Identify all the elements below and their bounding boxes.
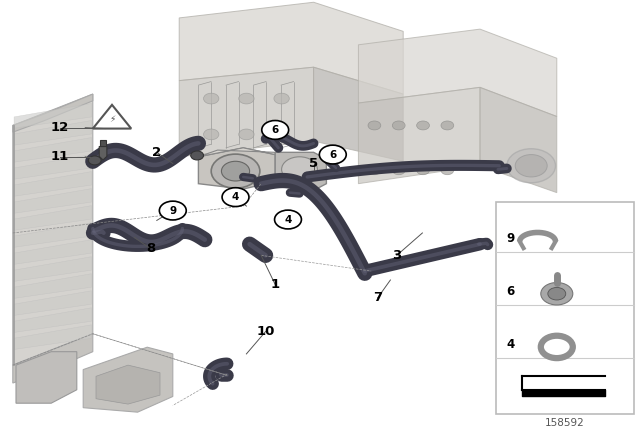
Text: 8: 8	[146, 242, 155, 255]
Circle shape	[368, 121, 381, 130]
Polygon shape	[480, 87, 557, 193]
Circle shape	[222, 188, 249, 207]
Polygon shape	[358, 29, 557, 116]
Circle shape	[368, 166, 381, 175]
Text: 12: 12	[51, 121, 68, 134]
Polygon shape	[13, 94, 93, 132]
Circle shape	[204, 93, 219, 104]
Circle shape	[274, 129, 289, 140]
Circle shape	[239, 93, 254, 104]
Circle shape	[441, 121, 454, 130]
Circle shape	[392, 121, 405, 130]
Circle shape	[515, 155, 547, 177]
Circle shape	[274, 93, 289, 104]
Text: 6: 6	[271, 125, 279, 135]
Polygon shape	[100, 140, 106, 146]
Polygon shape	[198, 148, 275, 189]
Polygon shape	[93, 105, 131, 129]
Circle shape	[541, 283, 573, 305]
Circle shape	[221, 161, 250, 181]
Text: 10: 10	[257, 325, 275, 338]
Polygon shape	[14, 138, 92, 162]
Text: 9: 9	[169, 206, 177, 215]
Polygon shape	[13, 125, 14, 365]
Text: 4: 4	[284, 215, 292, 224]
Text: 3: 3	[392, 249, 401, 262]
Circle shape	[211, 154, 260, 188]
Polygon shape	[13, 94, 93, 365]
Polygon shape	[14, 308, 92, 332]
Polygon shape	[16, 352, 77, 403]
Text: 6: 6	[329, 150, 337, 159]
Text: 7: 7	[373, 291, 382, 305]
Text: 1: 1	[271, 278, 280, 291]
Polygon shape	[314, 67, 403, 161]
Circle shape	[191, 151, 204, 160]
Polygon shape	[198, 148, 275, 157]
Circle shape	[204, 129, 219, 140]
Circle shape	[159, 201, 186, 220]
Circle shape	[507, 149, 556, 183]
Circle shape	[417, 121, 429, 130]
Circle shape	[275, 210, 301, 229]
Polygon shape	[14, 274, 92, 298]
Text: 6: 6	[506, 285, 515, 298]
Polygon shape	[96, 365, 160, 404]
Circle shape	[441, 166, 454, 175]
Polygon shape	[14, 240, 92, 264]
Circle shape	[239, 129, 254, 140]
Text: 158592: 158592	[545, 418, 585, 428]
Polygon shape	[14, 223, 92, 247]
Polygon shape	[14, 189, 92, 213]
Text: 4: 4	[232, 192, 239, 202]
Circle shape	[88, 156, 101, 165]
Polygon shape	[179, 2, 403, 94]
Circle shape	[282, 157, 317, 182]
Text: 5: 5	[309, 157, 318, 170]
Polygon shape	[83, 347, 173, 412]
Text: ⚡: ⚡	[109, 115, 115, 124]
Polygon shape	[14, 325, 92, 349]
Polygon shape	[14, 257, 92, 281]
Circle shape	[262, 121, 289, 139]
Circle shape	[417, 166, 429, 175]
Polygon shape	[14, 206, 92, 230]
Polygon shape	[14, 172, 92, 196]
Polygon shape	[13, 334, 93, 383]
Circle shape	[548, 288, 566, 300]
Polygon shape	[14, 291, 92, 315]
Text: 4: 4	[506, 338, 515, 351]
Polygon shape	[179, 67, 314, 157]
Circle shape	[319, 145, 346, 164]
Polygon shape	[14, 121, 92, 145]
Text: 2: 2	[152, 146, 161, 159]
Circle shape	[392, 166, 405, 175]
Polygon shape	[14, 155, 92, 179]
Text: 9: 9	[506, 232, 515, 245]
Polygon shape	[14, 103, 92, 128]
Polygon shape	[99, 146, 107, 160]
Polygon shape	[358, 87, 480, 184]
Text: 11: 11	[51, 150, 68, 164]
FancyBboxPatch shape	[496, 202, 634, 414]
Polygon shape	[275, 152, 326, 190]
